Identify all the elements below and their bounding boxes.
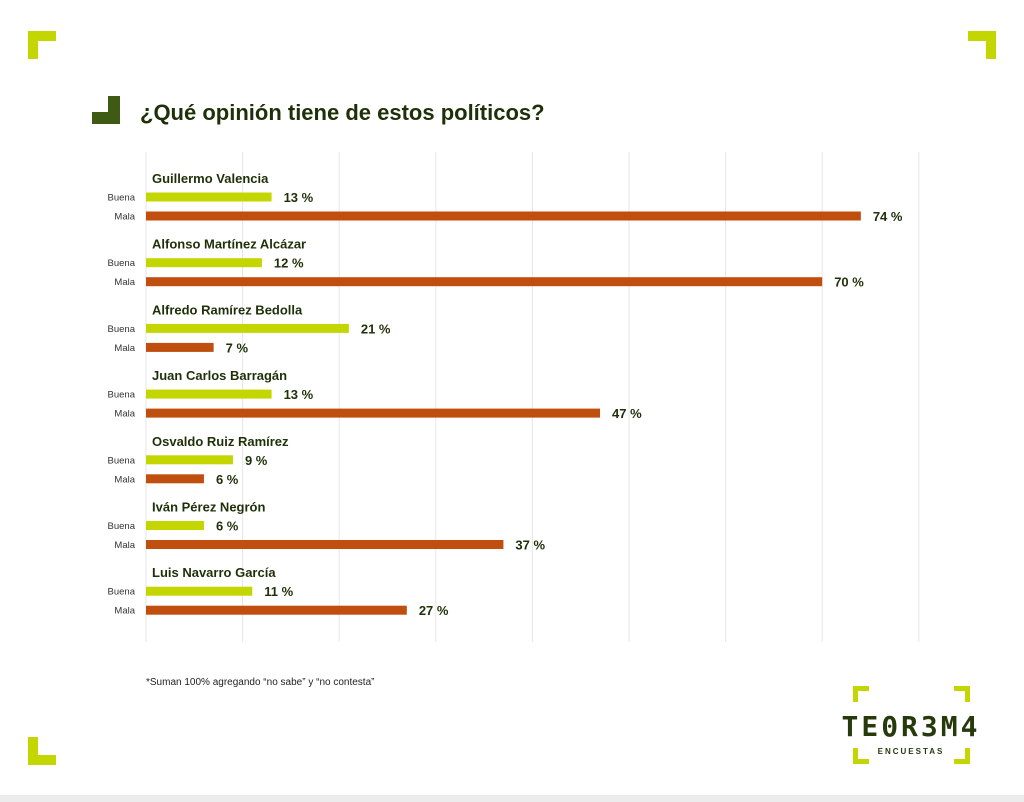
politician-name: Alfredo Ramírez Bedolla — [152, 302, 303, 317]
bar-mala — [146, 540, 504, 549]
data-label: 13 % — [284, 190, 314, 205]
politician-name: Juan Carlos Barragán — [152, 368, 287, 383]
bar-mala — [146, 605, 407, 615]
data-label: 27 % — [419, 603, 449, 618]
bar-mala — [146, 474, 204, 484]
series-label: Mala — [114, 474, 135, 485]
data-label: 47 % — [612, 406, 642, 421]
bar-chart: Guillermo Valencia Buena 13 % Mala 74 % Alfon… — [108, 152, 920, 642]
series-label: Mala — [114, 277, 135, 288]
data-label: 9 % — [245, 453, 268, 468]
data-label: 13 % — [284, 387, 314, 402]
bar-buena — [146, 389, 272, 399]
bar-mala — [146, 277, 823, 287]
data-label: 7 % — [226, 340, 249, 355]
bar-mala — [146, 408, 601, 418]
data-label: 70 % — [834, 275, 864, 290]
chart-title: ¿Qué opinión tiene de estos políticos? — [140, 100, 545, 125]
data-label: 37 % — [515, 538, 545, 553]
data-label: 74 % — [873, 209, 903, 224]
bar-buena — [146, 455, 233, 465]
data-label: 6 % — [216, 472, 239, 487]
series-label: Mala — [114, 606, 135, 617]
series-label: Buena — [108, 521, 136, 532]
series-label: Mala — [114, 540, 135, 551]
brand-logo: TE0R3M4 ENCUESTAS — [824, 686, 998, 766]
bar-mala — [146, 342, 214, 352]
title-bracket-icon — [92, 96, 120, 124]
brand-name: TE0R3M4 — [841, 710, 981, 743]
series-label: Buena — [108, 258, 136, 269]
data-label: 12 % — [274, 256, 304, 271]
brand-tagline: ENCUESTAS — [877, 747, 945, 756]
bar-buena — [146, 258, 262, 268]
bar-buena — [146, 521, 204, 530]
data-label: 21 % — [361, 321, 391, 336]
series-label: Buena — [108, 324, 136, 335]
politician-name: Iván Pérez Negrón — [152, 500, 265, 515]
corner-bracket-top-left — [28, 31, 56, 59]
data-label: 6 % — [216, 519, 239, 534]
bar-buena — [146, 323, 349, 333]
politician-name: Osvaldo Ruiz Ramírez — [152, 434, 289, 449]
bar-buena — [146, 192, 272, 202]
politician-name: Alfonso Martínez Alcázar — [152, 237, 306, 252]
series-label: Buena — [108, 587, 136, 598]
series-label: Buena — [108, 193, 136, 204]
data-label: 11 % — [264, 584, 293, 599]
series-label: Mala — [114, 343, 135, 354]
series-label: Buena — [108, 455, 136, 466]
footnote: *Suman 100% agregando “no sabe” y “no co… — [146, 677, 375, 688]
corner-bracket-bottom-left — [28, 737, 56, 765]
series-label: Buena — [108, 390, 136, 401]
series-label: Mala — [114, 212, 135, 223]
politician-name: Guillermo Valencia — [152, 171, 269, 186]
politician-name: Luis Navarro García — [152, 565, 276, 580]
corner-bracket-top-right — [968, 31, 996, 59]
bar-mala — [146, 211, 861, 221]
bar-buena — [146, 586, 253, 596]
series-label: Mala — [114, 409, 135, 420]
